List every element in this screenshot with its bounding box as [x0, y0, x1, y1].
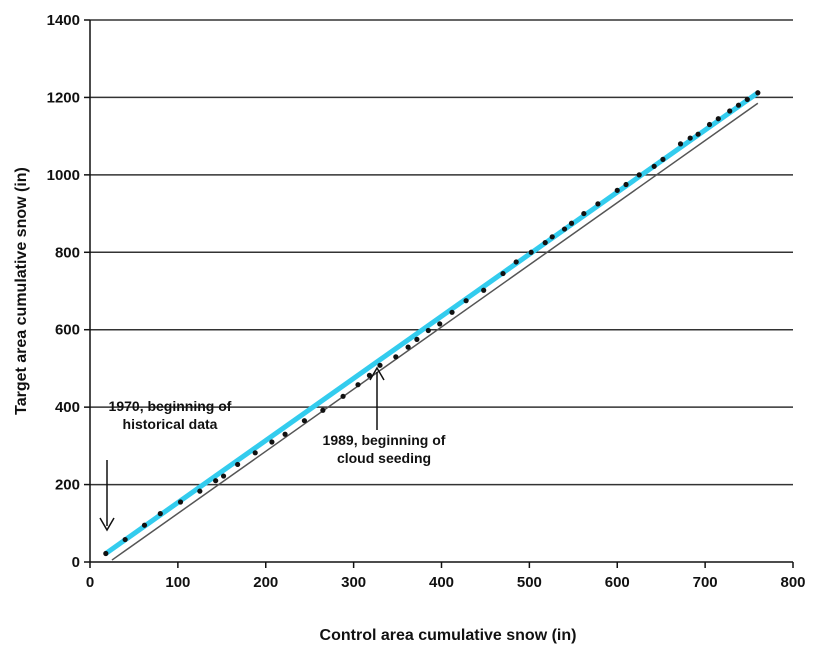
data-point	[235, 461, 241, 468]
data-point	[157, 511, 163, 517]
data-point	[213, 478, 219, 484]
annotation-1989-arrowhead	[369, 366, 385, 381]
data-point	[414, 336, 420, 342]
data-point	[651, 163, 657, 169]
data-point	[528, 249, 534, 255]
data-point	[513, 259, 519, 265]
data-point	[197, 488, 203, 494]
data-point	[623, 181, 629, 188]
data-point	[561, 226, 568, 232]
data-point	[366, 372, 373, 378]
data-point	[425, 327, 431, 334]
data-point	[735, 102, 742, 108]
data-point	[687, 135, 693, 141]
annotation-1989: 1989, beginning of cloud seeding	[323, 366, 446, 466]
x-tick-label: 0	[86, 574, 94, 591]
series-layer	[103, 90, 761, 561]
annotation-1970: 1970, beginning of historical data	[99, 398, 232, 532]
data-point	[568, 220, 575, 226]
annotation-1970-line1: 1970, beginning of	[109, 398, 232, 414]
data-point	[355, 382, 361, 388]
x-tick-label: 600	[605, 574, 630, 591]
data-point	[449, 309, 455, 315]
y-tick-label: 1400	[47, 12, 80, 29]
x-tick-label: 200	[253, 574, 278, 591]
x-tick-label: 800	[780, 574, 805, 591]
data-point	[549, 234, 555, 240]
data-point	[481, 287, 487, 293]
trend-line	[104, 90, 760, 556]
y-tick-label: 0	[72, 554, 80, 571]
axes	[89, 20, 793, 563]
data-point	[755, 90, 761, 96]
data-point	[595, 201, 601, 207]
x-tick-label: 300	[341, 574, 366, 591]
y-tick-label: 400	[55, 399, 80, 416]
data-point	[695, 131, 701, 137]
data-point	[706, 121, 713, 128]
data-point	[103, 550, 109, 557]
data-point	[715, 116, 721, 122]
tick-labels: 0 100 200 300 400 500 600 700 800 0 200 400 600 800 10…	[47, 12, 806, 591]
data-point	[463, 298, 469, 304]
data-point	[377, 362, 383, 368]
annotation-1970-arrowhead	[99, 517, 115, 532]
data-point	[614, 187, 620, 193]
data-point	[220, 473, 227, 479]
data-point	[542, 240, 548, 246]
reference-line	[111, 102, 759, 561]
x-tick-label: 700	[693, 574, 718, 591]
y-tick-label: 800	[55, 244, 80, 261]
data-point	[141, 522, 148, 528]
gridlines	[90, 19, 793, 486]
data-point	[177, 499, 184, 505]
y-tick-label: 200	[55, 477, 80, 494]
x-axis-title: Control area cumulative snow (in)	[320, 627, 577, 644]
annotation-1989-line1: 1989, beginning of	[323, 432, 446, 448]
x-tick-label: 400	[429, 574, 454, 591]
data-point	[581, 210, 587, 217]
x-tick-label: 100	[165, 574, 190, 591]
data-point	[500, 270, 506, 277]
data-point	[122, 536, 128, 543]
y-tick-label: 1000	[47, 167, 80, 184]
data-point	[677, 141, 684, 147]
data-point	[744, 96, 750, 102]
data-point	[269, 439, 275, 445]
data-point	[727, 108, 733, 114]
data-point	[282, 431, 288, 437]
y-tick-label: 600	[55, 322, 80, 339]
x-tick-label: 500	[517, 574, 542, 591]
data-point	[252, 450, 258, 456]
data-point	[405, 344, 411, 350]
data-point	[340, 393, 346, 399]
data-point	[301, 418, 308, 424]
y-axis-title: Target area cumulative snow (in)	[13, 167, 30, 415]
data-point	[320, 407, 326, 413]
annotation-1970-line2: historical data	[123, 416, 218, 432]
data-point	[660, 156, 666, 162]
data-point	[437, 321, 443, 327]
data-point	[393, 354, 399, 360]
y-tick-label: 1200	[47, 89, 80, 106]
data-point	[636, 172, 642, 178]
annotation-1989-line2: cloud seeding	[337, 450, 431, 466]
